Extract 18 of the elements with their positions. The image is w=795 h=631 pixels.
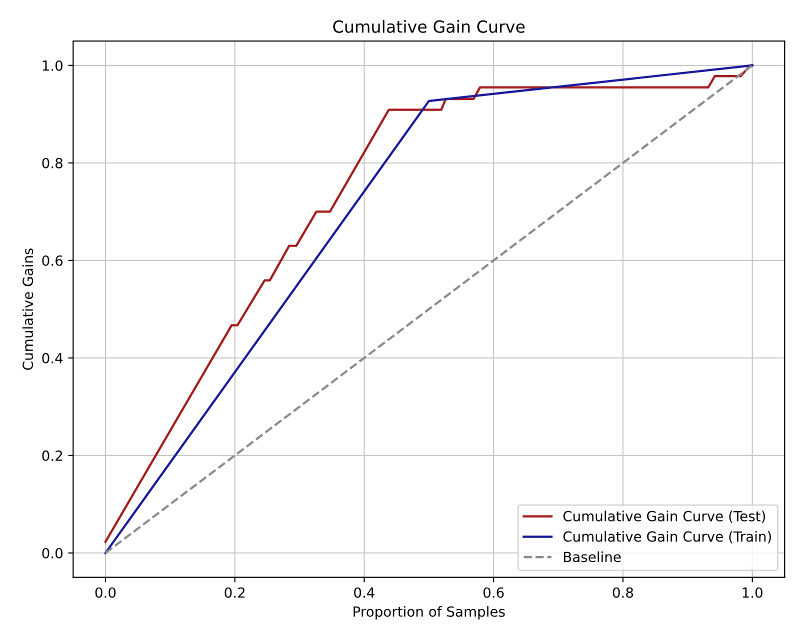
x-tick-label: 0.6 bbox=[483, 587, 504, 598]
y-tick-label: 0.2 bbox=[42, 450, 62, 461]
x-tick-label: 0.8 bbox=[612, 587, 634, 598]
x-tick-label: 1.0 bbox=[742, 587, 762, 598]
legend-label: Cumulative Gain Curve (Train) bbox=[563, 531, 771, 544]
y-tick-label: 0.8 bbox=[42, 158, 62, 168]
y-tick-label: 0.0 bbox=[42, 548, 62, 558]
x-tick-label: 0.4 bbox=[354, 587, 374, 598]
legend-label: Cumulative Gain Curve (Test) bbox=[563, 510, 766, 524]
y-tick-label: 0.4 bbox=[42, 352, 63, 364]
x-axis-title: Proportion of Samples bbox=[354, 606, 505, 620]
x-tick-label: 0.2 bbox=[224, 587, 245, 598]
y-tick-label: 1.0 bbox=[42, 60, 62, 71]
chart-title: Cumulative Gain Curve bbox=[333, 20, 525, 33]
y-axis-title: Cumulative Gains bbox=[22, 248, 34, 370]
legend-label: Baseline bbox=[564, 551, 621, 562]
x-tick-label: 0.0 bbox=[95, 587, 116, 598]
y-tick-label: 0.6 bbox=[42, 255, 63, 266]
